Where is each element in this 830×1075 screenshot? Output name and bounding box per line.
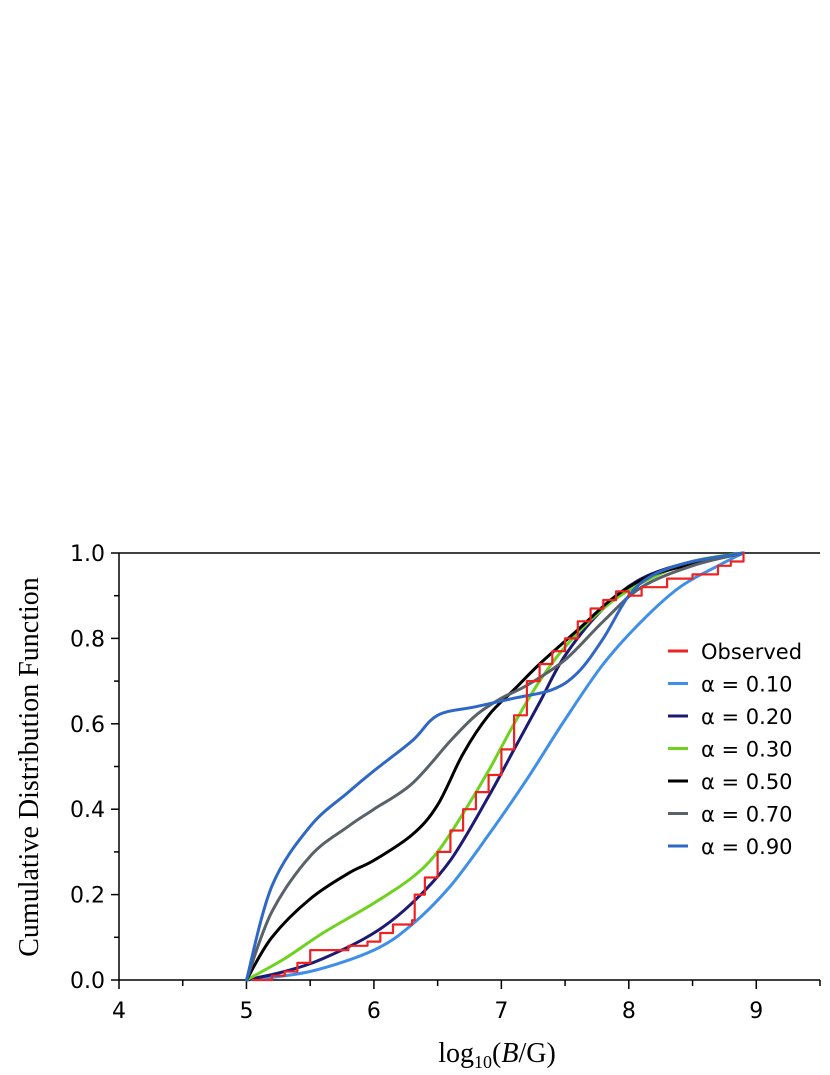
legend-label-alpha-070: α = 0.70	[701, 803, 793, 827]
x-axis-title-b: B	[501, 1038, 518, 1069]
y-tick-label: 0.2	[70, 884, 105, 909]
y-tick-label: 1.0	[70, 542, 105, 567]
x-tick-label: 5	[239, 999, 253, 1024]
y-tick-label: 0.4	[70, 798, 105, 823]
legend-label-alpha-050: α = 0.50	[701, 770, 793, 794]
legend-label-alpha-090: α = 0.90	[701, 835, 793, 859]
series-line-alpha-030	[245, 551, 745, 982]
x-axis-title-g: /G)	[518, 1038, 555, 1069]
x-axis-title-rest: (	[492, 1038, 501, 1069]
y-tick-label: 0.0	[70, 969, 105, 994]
legend-label-alpha-010: α = 0.10	[701, 673, 793, 697]
x-tick-label: 8	[622, 999, 636, 1024]
x-tick-label: 4	[112, 999, 126, 1024]
x-tick-label: 6	[367, 999, 381, 1024]
x-axis-title-subscript: 10	[474, 1052, 492, 1072]
y-tick-label: 0.8	[70, 627, 105, 652]
legend-label-observed: Observed	[701, 640, 802, 664]
series-line-alpha-010	[245, 551, 745, 982]
y-tick-label: 0.6	[70, 713, 105, 738]
x-tick-label: 7	[494, 999, 508, 1024]
series-line-alpha-050	[245, 551, 745, 982]
legend-label-alpha-030: α = 0.30	[701, 738, 793, 762]
x-axis-title: log10(B/G)	[438, 1038, 556, 1072]
series-line-alpha-070	[245, 551, 745, 982]
x-tick-label: 9	[749, 999, 763, 1024]
series-line-observed	[251, 551, 745, 982]
legend-label-alpha-020: α = 0.20	[701, 705, 793, 729]
y-axis-title: Cumulative Distribution Function	[14, 577, 45, 957]
series-line-alpha-090	[245, 551, 745, 982]
series-line-alpha-020	[245, 551, 745, 982]
